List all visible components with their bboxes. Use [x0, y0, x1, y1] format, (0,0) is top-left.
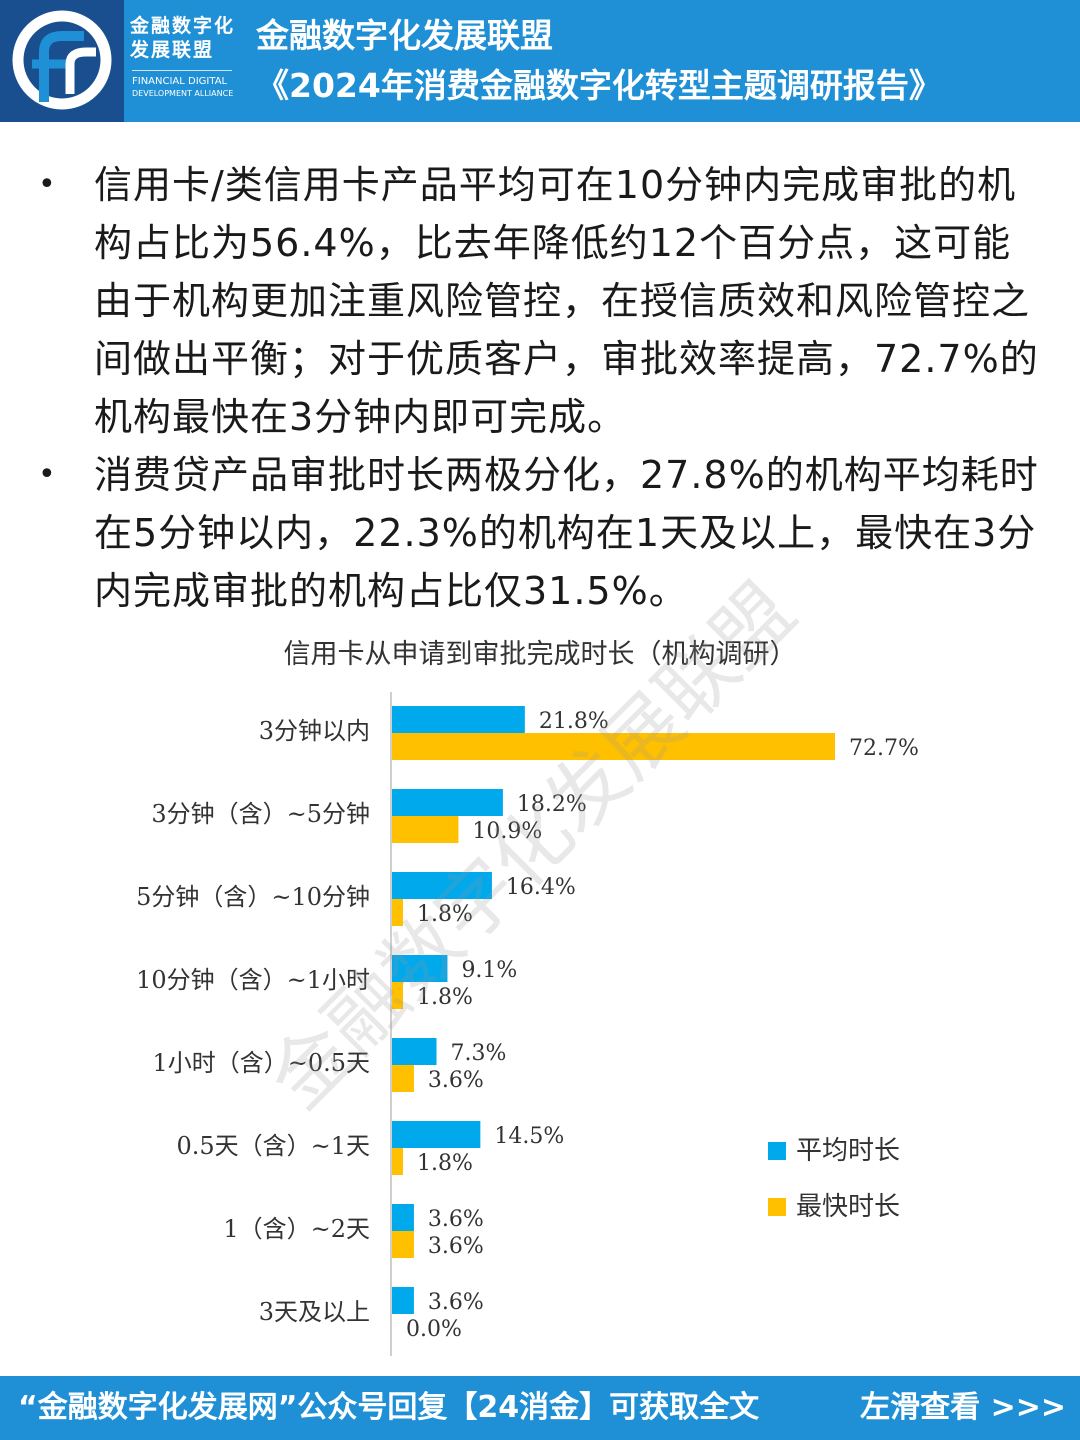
bar-average [392, 1121, 481, 1148]
header-bar: 金融数字化发展联盟 FINANCIAL DIGITAL DEVELOPMENT … [0, 0, 1080, 122]
summary-bullets: • 信用卡/类信用卡产品平均可在10分钟内完成审批的机构占比为56.4%，比去年降… [36, 156, 1046, 620]
logo [0, 0, 124, 122]
data-label: 21.8% [539, 709, 609, 734]
bar-fastest [392, 1148, 403, 1175]
category-label: 3分钟以内 [259, 717, 370, 745]
bar-fastest [392, 899, 403, 926]
category-label: 5分钟（含）~10分钟 [136, 883, 370, 911]
data-label: 3.6% [428, 1290, 484, 1315]
data-label: 1.8% [417, 1151, 473, 1176]
category-label: 3分钟（含）~5分钟 [151, 800, 370, 828]
bar-average [392, 1287, 414, 1314]
bar-fastest [392, 816, 459, 843]
header-title: 金融数字化发展联盟 [256, 16, 553, 55]
data-label: 14.5% [494, 1124, 564, 1149]
bullet-dot-icon: • [38, 167, 57, 202]
category-label: 1（含）~2天 [223, 1215, 370, 1243]
data-label: 1.8% [417, 902, 473, 927]
footer-text: “金融数字化发展网”公众号回复【24消金】可获取全文 [18, 1390, 760, 1425]
data-label: 3.6% [428, 1068, 484, 1093]
bar-average [392, 955, 448, 982]
legend-swatch-fastest [768, 1198, 786, 1216]
bullet-item: • 信用卡/类信用卡产品平均可在10分钟内完成审批的机构占比为56.4%，比去年降… [36, 156, 1046, 446]
data-label: 7.3% [450, 1041, 506, 1066]
category-label: 0.5天（含）~1天 [176, 1132, 370, 1160]
data-label: 9.1% [461, 958, 517, 983]
bullet-text: 信用卡/类信用卡产品平均可在10分钟内完成审批的机构占比为56.4%，比去年降低… [94, 163, 1039, 439]
org-name-cn: 金融数字化发展联盟 [130, 15, 236, 61]
bar-fastest [392, 1231, 414, 1258]
org-name-en-line1: FINANCIAL DIGITAL [132, 76, 228, 87]
bar-fastest [392, 982, 403, 1009]
data-label: 18.2% [517, 792, 587, 817]
report-title: 《2024年消费金融数字化转型主题调研报告》 [256, 66, 942, 105]
data-label: 1.8% [417, 985, 473, 1010]
bullet-dot-icon: • [38, 457, 57, 492]
bar-average [392, 872, 492, 899]
bar-fastest [392, 1065, 414, 1092]
org-name-en-line2: DEVELOPMENT ALLIANCE [132, 89, 234, 98]
data-label: 10.9% [472, 819, 542, 844]
bullet-text: 消费贷产品审批时长两极分化，27.8%的机构平均耗时在5分钟以内，22.3%的机… [94, 453, 1039, 613]
bar-average [392, 1038, 437, 1065]
bar-average [392, 1204, 414, 1231]
data-label: 72.7% [849, 736, 919, 761]
alliance-logo-icon [12, 10, 112, 110]
bar-fastest [392, 733, 835, 760]
swipe-left-link[interactable]: 左滑查看 >>> [860, 1390, 1066, 1425]
bar-average [392, 706, 525, 733]
legend-label: 平均时长 [796, 1136, 901, 1166]
data-label: 0.0% [406, 1317, 462, 1342]
bar-average [392, 789, 503, 816]
data-label: 3.6% [428, 1234, 484, 1259]
org-divider [132, 70, 232, 71]
chart-title: 信用卡从申请到审批完成时长（机构调研） [283, 639, 797, 670]
category-label: 1小时（含）~0.5天 [152, 1049, 370, 1077]
data-label: 16.4% [506, 875, 576, 900]
org-name-en: FINANCIAL DIGITAL DEVELOPMENT ALLIANCE [132, 76, 242, 100]
category-label: 3天及以上 [259, 1298, 370, 1326]
data-label: 3.6% [428, 1207, 484, 1232]
bar-chart: 3分钟以内 21.8% 72.7% 3分钟（含）~5分钟 18.2%10.9% 5分钟（含… [136, 692, 919, 1356]
bullet-item: • 消费贷产品审批时长两极分化，27.8%的机构平均耗时在5分钟以内，22.3%的… [36, 446, 1046, 620]
legend-swatch-average [768, 1142, 786, 1160]
legend-label: 最快时长 [796, 1192, 901, 1222]
category-label: 10分钟（含）~1小时 [136, 966, 370, 994]
footer-bar: “金融数字化发展网”公众号回复【24消金】可获取全文 左滑查看 >>> [0, 1376, 1080, 1440]
